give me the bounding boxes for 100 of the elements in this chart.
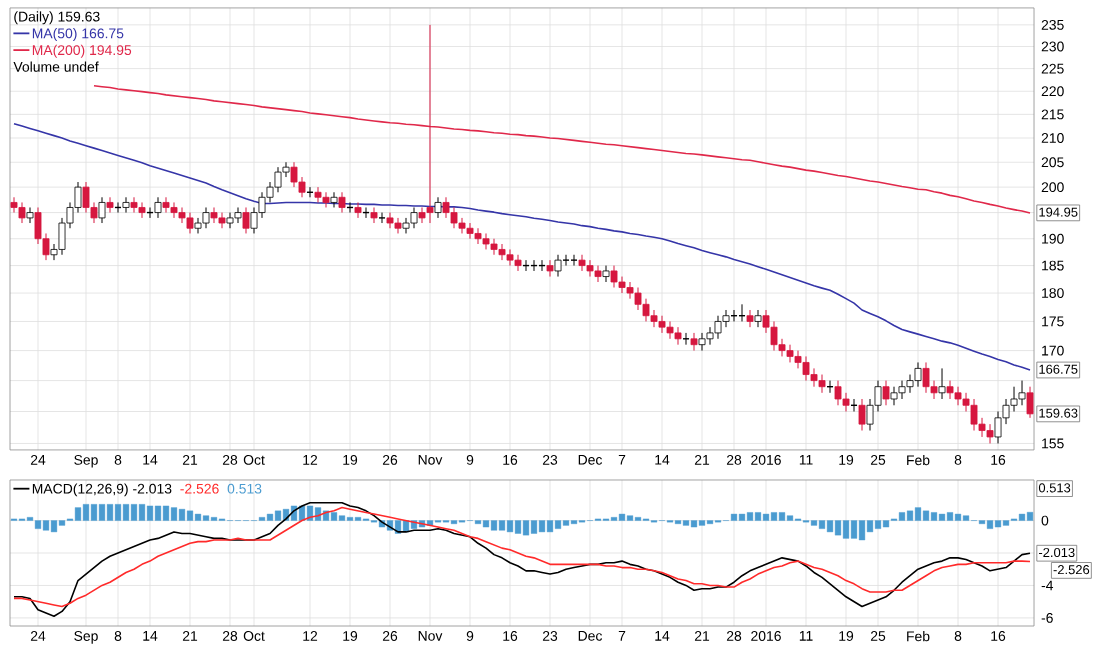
bar bbox=[330, 512, 338, 521]
bar bbox=[114, 504, 122, 521]
candlestick bbox=[554, 254, 562, 278]
bar bbox=[954, 513, 962, 521]
bar bbox=[1026, 512, 1034, 521]
candlestick bbox=[378, 212, 386, 224]
candlestick bbox=[682, 332, 690, 346]
bar bbox=[618, 513, 626, 521]
candlestick bbox=[954, 386, 962, 406]
candlestick bbox=[130, 196, 138, 214]
bar bbox=[90, 504, 98, 521]
candlestick bbox=[122, 196, 130, 214]
candlestick bbox=[106, 196, 114, 214]
bar bbox=[746, 512, 754, 521]
bar bbox=[146, 505, 154, 521]
bar bbox=[882, 520, 890, 528]
bar bbox=[530, 520, 538, 534]
bar bbox=[74, 507, 82, 521]
candlestick bbox=[482, 232, 490, 250]
bar bbox=[50, 520, 58, 533]
candlestick bbox=[226, 212, 234, 229]
candlestick bbox=[890, 386, 898, 406]
bar bbox=[850, 520, 858, 539]
candlestick bbox=[946, 380, 954, 400]
candlestick bbox=[386, 212, 394, 229]
bar bbox=[994, 520, 1002, 528]
candlestick bbox=[882, 380, 890, 406]
bar bbox=[866, 520, 874, 533]
bar bbox=[154, 505, 162, 521]
candlestick bbox=[914, 361, 922, 388]
bar bbox=[730, 513, 738, 521]
candlestick bbox=[834, 380, 842, 406]
candlestick bbox=[802, 355, 810, 382]
candlestick bbox=[18, 201, 26, 224]
candlestick bbox=[602, 265, 610, 283]
candlestick bbox=[922, 361, 930, 394]
candlestick bbox=[586, 259, 594, 278]
candlestick bbox=[1018, 380, 1026, 406]
bar bbox=[914, 507, 922, 521]
bar bbox=[426, 520, 434, 526]
bar bbox=[122, 504, 130, 521]
bar bbox=[834, 520, 842, 536]
candlestick bbox=[506, 248, 514, 267]
bar bbox=[514, 520, 522, 534]
candlestick bbox=[218, 212, 226, 229]
candlestick bbox=[690, 332, 698, 352]
bar bbox=[842, 520, 850, 539]
candlestick bbox=[426, 24, 434, 224]
bar bbox=[538, 520, 546, 533]
candlestick bbox=[714, 315, 722, 340]
bar bbox=[946, 512, 954, 521]
bar bbox=[554, 520, 562, 529]
candlestick bbox=[986, 423, 994, 444]
bar bbox=[818, 520, 826, 529]
candlestick bbox=[1026, 386, 1034, 419]
bar bbox=[690, 520, 698, 528]
candlestick bbox=[474, 227, 482, 245]
candlestick bbox=[98, 196, 106, 224]
bar bbox=[1002, 520, 1010, 526]
bar bbox=[626, 515, 634, 521]
bar bbox=[778, 512, 786, 521]
candlestick bbox=[186, 212, 194, 234]
candlestick bbox=[210, 206, 218, 224]
candlestick bbox=[154, 196, 162, 219]
bar bbox=[186, 510, 194, 521]
bar bbox=[922, 510, 930, 521]
candlestick bbox=[170, 201, 178, 219]
bar bbox=[138, 504, 146, 521]
bar bbox=[682, 520, 690, 526]
bar bbox=[762, 513, 770, 521]
candlestick bbox=[234, 206, 242, 224]
candlestick bbox=[594, 265, 602, 283]
candlestick bbox=[698, 332, 706, 352]
bar bbox=[34, 520, 42, 529]
candlestick bbox=[610, 265, 618, 289]
bar bbox=[898, 512, 906, 521]
bar bbox=[178, 508, 186, 521]
candlestick bbox=[162, 196, 170, 214]
candlestick bbox=[138, 201, 146, 219]
bar bbox=[786, 515, 794, 521]
candlestick bbox=[658, 315, 666, 334]
bar bbox=[810, 520, 818, 526]
candlestick bbox=[434, 196, 442, 219]
candlestick bbox=[466, 222, 474, 240]
candlestick bbox=[202, 206, 210, 229]
candlestick bbox=[938, 367, 946, 400]
candlestick bbox=[410, 206, 418, 229]
bar bbox=[42, 520, 50, 531]
bar bbox=[162, 505, 170, 521]
candlestick bbox=[242, 206, 250, 234]
bar bbox=[562, 520, 570, 526]
bar bbox=[938, 513, 946, 521]
bar bbox=[698, 520, 706, 526]
candlestick bbox=[562, 254, 570, 267]
candlestick bbox=[898, 380, 906, 400]
candlestick bbox=[26, 206, 34, 224]
bar bbox=[58, 520, 66, 526]
bar bbox=[194, 513, 202, 521]
bar bbox=[170, 507, 178, 521]
candlestick bbox=[498, 243, 506, 261]
